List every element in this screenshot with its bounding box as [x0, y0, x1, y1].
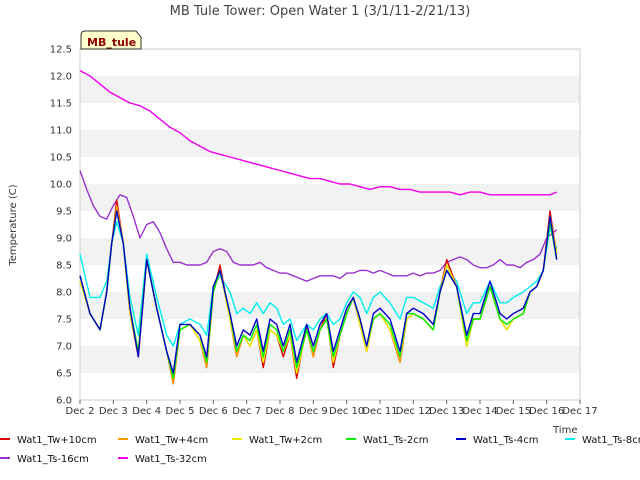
x-tick-label: Dec 16 — [529, 406, 564, 417]
plot-frame — [79, 48, 581, 401]
y-tick-label: 6.0 — [56, 396, 72, 407]
y-tick-label: 7.5 — [56, 315, 72, 326]
x-tick-label: Dec 13 — [429, 406, 464, 417]
x-axis-ticks: Dec 2 Dec 3 Dec 4 Dec 5 Dec 6 Dec 7 Dec 8 Dec 9… — [66, 400, 598, 417]
x-tick-label: Dec 7 — [232, 406, 261, 417]
x-axis-label: Time — [552, 425, 577, 436]
y-tick-label: 11.5 — [50, 99, 72, 110]
legend-label: Wat1_Ts-2cm — [363, 435, 429, 446]
grid-band — [80, 373, 580, 400]
y-axis-ticks: 6.0 6.5 7.0 7.5 8.0 8.5 9.0 9.5 10.0 10.5 11.0 11.5… — [50, 45, 72, 407]
legend-label: Wat1_Ts-16cm — [17, 454, 89, 465]
x-tick-label: Dec 8 — [266, 406, 295, 417]
y-tick-label: 10.0 — [50, 180, 72, 191]
grid-band — [80, 184, 580, 211]
y-tick-label: 9.0 — [56, 234, 72, 245]
y-tick-label: 12.0 — [50, 72, 72, 83]
legend-label: Wat1_Tw+10cm — [17, 435, 97, 446]
grid-band — [80, 157, 580, 184]
legend-label: Wat1_Ts-4cm — [473, 435, 539, 446]
grid-band — [80, 103, 580, 130]
series-line-wat1-ts-16cm — [79, 170, 558, 282]
y-tick-label: 10.5 — [50, 153, 72, 164]
legend-label: Wat1_Ts-8cm — [582, 435, 640, 446]
x-tick-label: Dec 17 — [562, 406, 597, 417]
grid-band — [80, 292, 580, 319]
grid-band — [80, 76, 580, 103]
x-tick-label: Dec 10 — [329, 406, 364, 417]
y-axis-label: Temperature (C) — [8, 184, 19, 266]
grid-band — [80, 211, 580, 238]
series-line-wat1-ts-4cm — [79, 210, 558, 374]
y-tick-label: 9.5 — [56, 207, 72, 218]
y-tick-label: 11.0 — [50, 126, 72, 137]
station-badge-label: MB_tule — [87, 36, 136, 49]
grid-band — [80, 49, 580, 76]
series-line-wat1-ts-32cm — [79, 69, 557, 196]
y-tick-label: 7.0 — [56, 342, 72, 353]
series-line-wat1-ts-8cm — [79, 221, 558, 347]
x-tick-label: Dec 2 — [66, 406, 95, 417]
x-tick-label: Dec 9 — [299, 406, 328, 417]
chart-title: MB Tule Tower: Open Water 1 (3/1/11-2/21… — [170, 4, 471, 19]
y-tick-label: 12.5 — [50, 45, 72, 56]
x-tick-label: Dec 3 — [99, 406, 128, 417]
grid-band — [80, 130, 580, 157]
series-lines — [79, 69, 558, 385]
x-tick-label: Dec 5 — [166, 406, 195, 417]
x-tick-label: Dec 15 — [496, 406, 531, 417]
x-tick-label: Dec 6 — [199, 406, 228, 417]
legend: Wat1_Tw+10cm Wat1_Tw+4cm Wat1_Tw+2cm Wat1_T… — [0, 435, 640, 465]
legend-label: Wat1_Tw+2cm — [249, 435, 322, 446]
x-tick-label: Dec 4 — [132, 406, 161, 417]
grid-band — [80, 238, 580, 265]
grid-band — [80, 346, 580, 373]
x-tick-label: Dec 11 — [362, 406, 397, 417]
station-badge: MB_tule — [80, 30, 142, 50]
y-tick-label: 8.5 — [56, 261, 72, 272]
y-tick-label: 8.0 — [56, 288, 72, 299]
y-tick-label: 6.5 — [56, 369, 72, 380]
x-tick-label: Dec 14 — [462, 406, 497, 417]
grid-band — [80, 265, 580, 292]
legend-label: Wat1_Tw+4cm — [135, 435, 208, 446]
x-tick-label: Dec 12 — [396, 406, 431, 417]
legend-label: Wat1_Ts-32cm — [135, 454, 207, 465]
